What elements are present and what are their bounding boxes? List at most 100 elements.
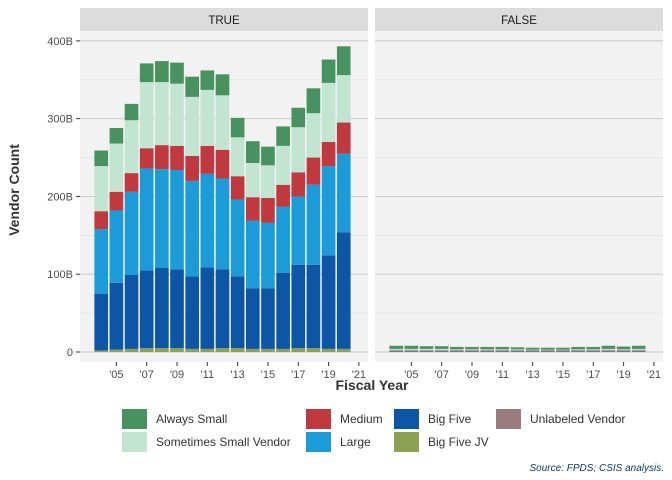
legend-swatch bbox=[496, 409, 521, 429]
bar-segment bbox=[230, 276, 245, 349]
bar-segment bbox=[170, 169, 184, 270]
bar-segment bbox=[124, 348, 139, 352]
bar-segment bbox=[139, 168, 154, 271]
bar-segment bbox=[94, 211, 109, 230]
bar-segment bbox=[124, 103, 139, 121]
bar-segment bbox=[336, 348, 351, 352]
x-tick-label: '09 bbox=[465, 369, 479, 381]
bar-segment bbox=[261, 222, 275, 289]
bar-segment bbox=[155, 348, 169, 352]
bar-segment bbox=[306, 184, 321, 265]
bar-segment bbox=[495, 350, 510, 352]
bar-segment bbox=[155, 169, 169, 268]
bar-segment bbox=[139, 82, 154, 149]
x-tick-label: '15 bbox=[261, 369, 275, 381]
bar-segment bbox=[139, 148, 154, 169]
bar-segment bbox=[434, 350, 449, 352]
bar-segment bbox=[321, 255, 336, 349]
facet-strip-label: TRUE bbox=[208, 15, 240, 27]
bar-segment bbox=[215, 149, 230, 179]
bar-segment bbox=[261, 288, 275, 349]
bar-segment bbox=[200, 89, 215, 146]
y-axis: 0 100B 200B 300B 400B bbox=[47, 36, 80, 359]
bar-segment bbox=[510, 349, 525, 351]
legend-item: Large bbox=[306, 432, 371, 452]
bar-segment bbox=[215, 269, 230, 349]
legend-item: Big Five bbox=[394, 409, 472, 429]
bar-segment bbox=[586, 350, 601, 352]
bar-segment bbox=[261, 348, 275, 352]
bar-segment bbox=[155, 145, 169, 170]
bar-segment bbox=[419, 346, 434, 349]
bar-segment bbox=[480, 349, 494, 351]
bar-segment bbox=[276, 184, 290, 207]
facet-panels: TRUE '05 '07 '09 '11 '13 '15 '17 '19 '21 FALSE '05 '… bbox=[80, 8, 663, 381]
legend-swatch bbox=[394, 432, 419, 452]
legend-item: Always Small bbox=[122, 409, 227, 429]
bar-segment bbox=[291, 127, 306, 173]
x-tick-label: '21 bbox=[647, 369, 661, 381]
bar-segment bbox=[124, 191, 139, 275]
bar-segment bbox=[245, 220, 260, 289]
bar-segment bbox=[450, 349, 464, 351]
bar-segment bbox=[291, 172, 306, 197]
x-tick-label: '19 bbox=[616, 369, 630, 381]
bar-segment bbox=[631, 345, 646, 349]
bar-segment bbox=[276, 206, 290, 273]
bar-segment bbox=[631, 348, 646, 351]
bar-segment bbox=[94, 350, 109, 352]
bar-segment bbox=[245, 288, 260, 349]
bar-segment bbox=[389, 348, 404, 351]
bar-segment bbox=[170, 83, 184, 146]
bar-segment bbox=[525, 347, 540, 350]
bar-segment bbox=[139, 63, 154, 83]
bar-segment bbox=[185, 96, 199, 156]
bar-segment bbox=[336, 122, 351, 154]
bar-segment bbox=[170, 62, 184, 84]
y-tick-label: 200B bbox=[47, 191, 73, 203]
bar-segment bbox=[616, 350, 631, 352]
legend-swatch bbox=[122, 409, 147, 429]
bar-segment bbox=[155, 61, 169, 83]
legend-label: Large bbox=[340, 435, 371, 449]
bar-segment bbox=[276, 272, 290, 349]
bar-segment bbox=[571, 349, 585, 351]
bar-segment bbox=[185, 276, 199, 349]
bar-segment bbox=[291, 348, 306, 352]
bar-segment bbox=[306, 264, 321, 349]
bar-segment bbox=[336, 232, 351, 349]
bar-segment bbox=[510, 350, 525, 352]
bar-segment bbox=[94, 150, 109, 167]
bar-segment bbox=[215, 348, 230, 352]
bar-segment bbox=[419, 348, 434, 351]
bar-segment bbox=[525, 349, 540, 351]
legend-label: Unlabeled Vendor bbox=[530, 412, 625, 426]
bar-segment bbox=[616, 346, 631, 350]
bar-segment bbox=[465, 349, 479, 351]
bar-segment bbox=[124, 120, 139, 174]
bar-segment bbox=[261, 165, 275, 198]
bar-segment bbox=[230, 137, 245, 177]
bar-segment bbox=[450, 350, 464, 352]
facet-strip-label: FALSE bbox=[501, 15, 537, 27]
bar-segment bbox=[404, 350, 419, 352]
bar-segment bbox=[336, 153, 351, 233]
bar-segment bbox=[306, 157, 321, 185]
bar-segment bbox=[155, 267, 169, 349]
bar-segment bbox=[389, 345, 404, 349]
x-tick-label: '17 bbox=[586, 369, 600, 381]
x-tick-label: '05 bbox=[404, 369, 418, 381]
bar-segment bbox=[109, 191, 124, 211]
bar-segment bbox=[200, 173, 215, 268]
bar-segment bbox=[434, 346, 449, 349]
bar-segment bbox=[109, 282, 124, 350]
bar-segment bbox=[389, 350, 404, 352]
bar-segment bbox=[200, 70, 215, 90]
x-tick-label: '19 bbox=[321, 369, 335, 381]
bar-segment bbox=[540, 350, 555, 352]
bar-segment bbox=[245, 141, 260, 163]
bar-segment bbox=[185, 180, 199, 277]
y-tick-label: 300B bbox=[47, 114, 73, 126]
bar-segment bbox=[495, 346, 510, 350]
